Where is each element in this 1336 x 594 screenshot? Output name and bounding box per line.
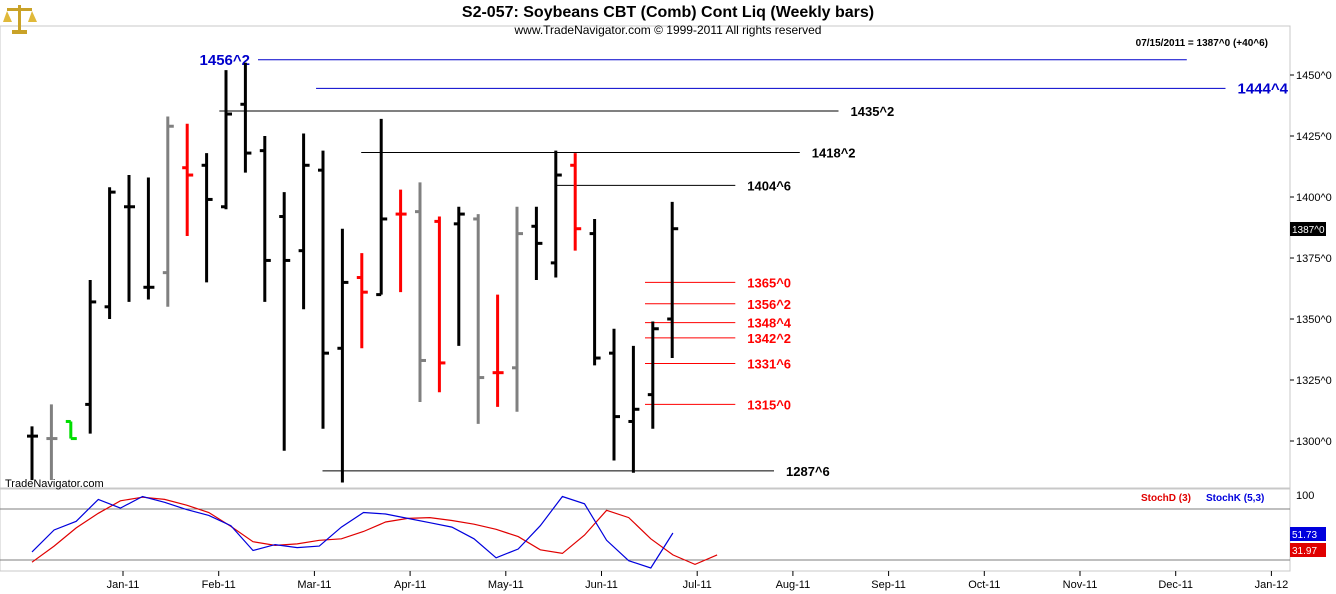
ohlc-bar: [453, 206, 465, 346]
y-tick-label: 1375^0: [1296, 253, 1332, 265]
ohlc-bar: [279, 192, 291, 451]
stoch-d-last-tag: [1290, 543, 1326, 557]
x-tick-label: Mar-11: [297, 579, 331, 591]
y-tick-label: 1300^0: [1296, 436, 1332, 448]
ohlc-bar: [221, 70, 232, 210]
indicator-y-tick-100: 100: [1296, 490, 1314, 502]
y-tick-label: 1325^0: [1296, 375, 1332, 387]
level-label: 1315^0: [747, 397, 791, 412]
scales-icon: [3, 5, 37, 34]
level-label: 1435^2: [851, 104, 895, 119]
current-price-tag: [1290, 222, 1326, 236]
ohlc-bar: [531, 206, 543, 280]
ohlc-bar: [337, 228, 349, 483]
level-label: 1348^4: [747, 316, 792, 331]
ohlc-bar: [298, 133, 310, 310]
level-label: 1287^6: [786, 464, 830, 479]
x-tick-label: Sep-11: [871, 579, 906, 591]
level-label: 1342^2: [747, 331, 791, 346]
level-label: 1331^6: [747, 357, 791, 372]
ohlc-bar: [512, 206, 523, 412]
x-tick-label: May-11: [488, 579, 524, 591]
x-tick-label: Oct-11: [968, 579, 1000, 591]
ohlc-bar: [589, 218, 601, 366]
ohlc-bar: [104, 187, 116, 319]
ohlc-bar: [395, 189, 407, 293]
last-quote: 07/15/2011 = 1387^0 (+40^6): [1136, 38, 1268, 49]
ohlc-bar: [628, 345, 640, 473]
level-label: 1444^4: [1238, 80, 1289, 97]
ohlc-bar: [201, 153, 213, 283]
ohlc-bar: [434, 216, 446, 393]
ohlc-bar: [318, 150, 329, 429]
stochastic-lines: [31, 495, 718, 569]
level-label: 1404^6: [747, 178, 791, 193]
x-tick-label: Jan-11: [107, 579, 140, 591]
x-tick-label: Apr-11: [394, 579, 426, 591]
x-tick-label: Jul-11: [683, 579, 712, 591]
ohlc-bar: [182, 123, 194, 237]
copyright: www.TradeNavigator.com © 1999-2011 All r…: [514, 23, 822, 37]
stoch-d-last-label: 31.97: [1292, 546, 1317, 557]
stoch-k-line: [31, 495, 674, 569]
level-label: 1418^2: [812, 145, 856, 160]
y-tick-label: 1400^0: [1296, 192, 1332, 204]
y-tick-label: 1450^0: [1296, 70, 1332, 82]
ohlc-bar: [473, 214, 485, 424]
ohlc-bar: [65, 419, 77, 441]
y-tick-label: 1425^0: [1296, 131, 1332, 143]
current-price-label: 1387^0: [1292, 225, 1325, 236]
price-plot-frame: [0, 25, 1291, 489]
ohlc-bar: [259, 136, 271, 302]
indicator-plot-frame: [0, 488, 1291, 572]
ohlc-bar: [124, 175, 135, 302]
ohlc-bar: [162, 116, 174, 307]
ohlc-bars: [27, 62, 679, 483]
ohlc-bar: [647, 321, 659, 429]
ohlc-bar: [85, 279, 97, 434]
legend-stoch-d: StochD (3): [1141, 493, 1191, 504]
ohlc-bar: [376, 118, 388, 297]
ohlc-bar: [550, 150, 562, 278]
watermark: TradeNavigator.com: [5, 478, 104, 490]
x-tick-label: Nov-11: [1063, 579, 1098, 591]
stoch-k-last-label: 51.73: [1292, 530, 1317, 541]
ohlc-bar: [46, 404, 58, 481]
stoch-d-line: [31, 496, 718, 566]
level-label: 1365^0: [747, 275, 791, 290]
price-levels: 1456^2 1444^4 1435^2 1418^2 1404^6 1365^0 1356…: [200, 52, 1289, 479]
ohlc-bar: [570, 153, 582, 251]
ohlc-bar: [143, 177, 155, 300]
x-tick-label: Dec-11: [1158, 579, 1193, 591]
chart-title: S2-057: Soybeans CBT (Comb) Cont Liq (We…: [462, 4, 874, 21]
x-tick-label: Jan-12: [1255, 579, 1289, 591]
x-tick-label: Aug-11: [776, 579, 811, 591]
ohlc-bar: [609, 328, 620, 461]
logo: [3, 5, 37, 34]
x-axis: Jan-11 Feb-11 Mar-11 Apr-11 May-11 Jun-11 Jul-…: [107, 571, 1289, 591]
ohlc-bar: [356, 253, 368, 349]
x-tick-label: Feb-11: [202, 579, 236, 591]
y-axis: 1300^0 1325^0 1350^0 1375^0 1400^0 1425^0 1450…: [1290, 70, 1332, 448]
ohlc-bar: [415, 182, 426, 402]
ohlc-bar: [27, 426, 38, 481]
level-label: 1456^2: [200, 52, 250, 69]
x-tick-label: Jun-11: [585, 579, 618, 591]
ohlc-bar: [492, 294, 504, 407]
legend-stoch-k: StochK (5,3): [1206, 493, 1264, 504]
ohlc-bar: [240, 62, 252, 173]
ohlc-bar: [667, 201, 679, 359]
stoch-k-last-tag: [1290, 527, 1326, 541]
level-label: 1356^2: [747, 297, 791, 312]
y-tick-label: 1350^0: [1296, 314, 1332, 326]
